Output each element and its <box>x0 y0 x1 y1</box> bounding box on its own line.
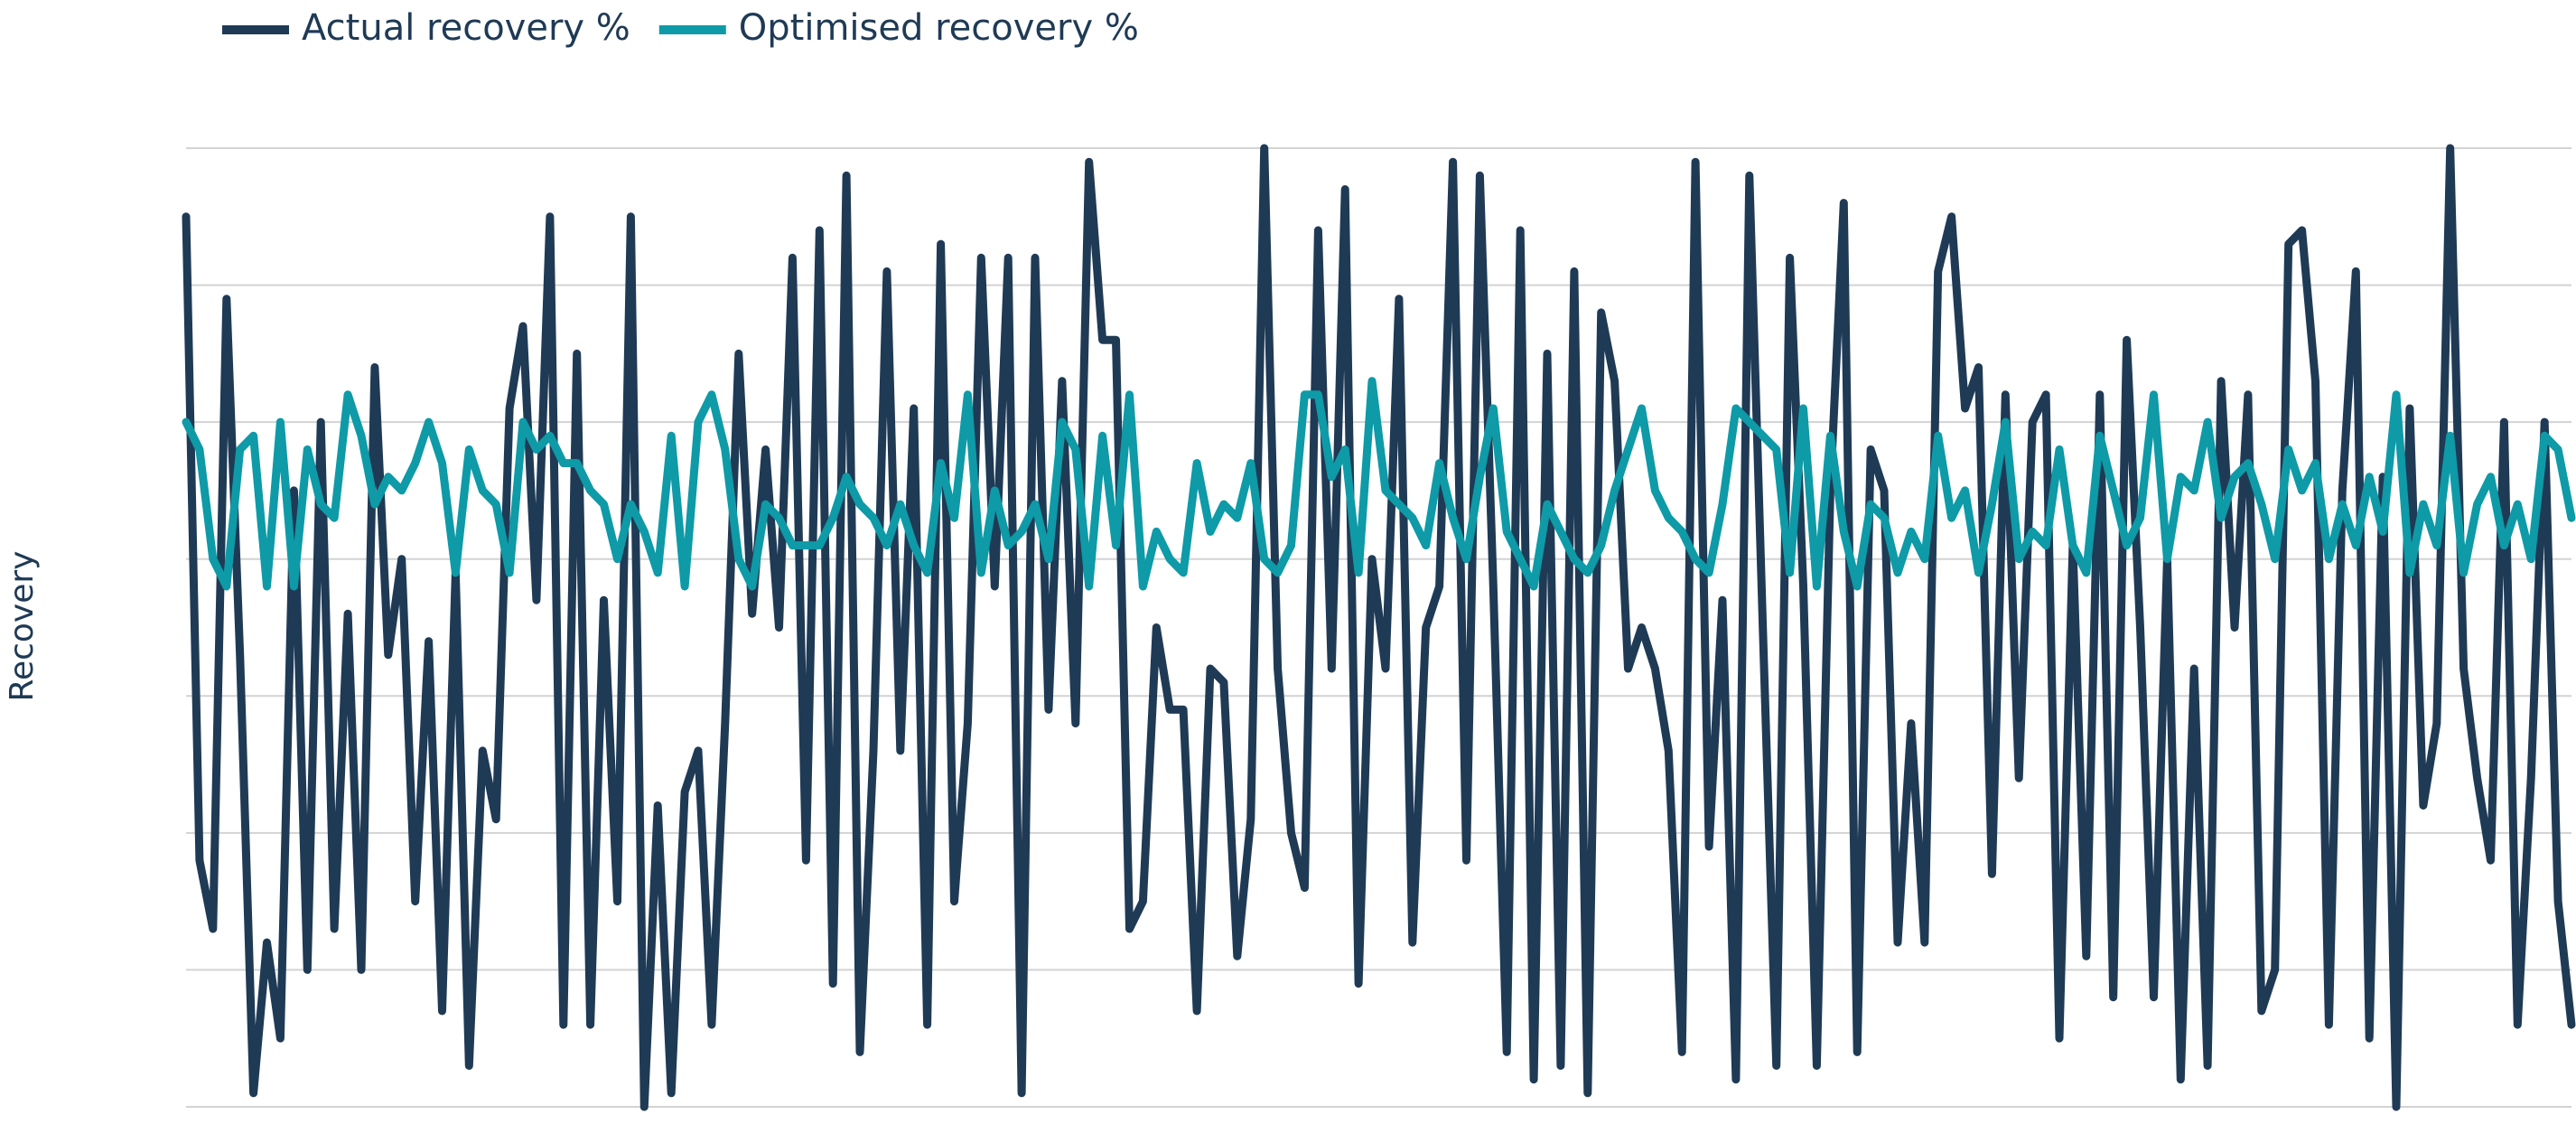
legend-label: Optimised recovery % <box>739 7 1139 49</box>
series-line <box>182 377 2576 591</box>
y-axis-label: Recovery <box>4 551 41 702</box>
series-line <box>182 144 2576 1111</box>
legend-label: Actual recovery % <box>302 7 630 49</box>
